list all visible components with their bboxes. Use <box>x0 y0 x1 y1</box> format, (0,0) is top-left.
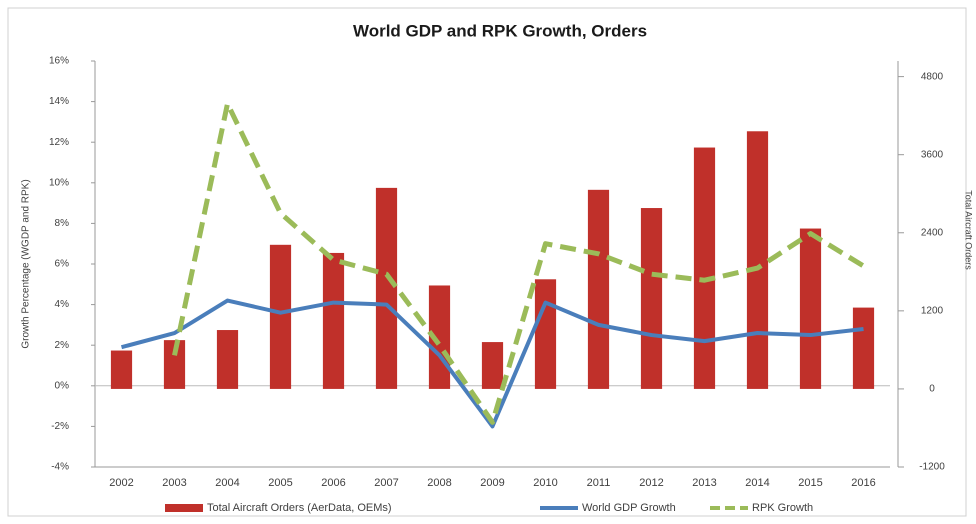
bar <box>481 342 504 389</box>
legend-label: Total Aircraft Orders (AerData, OEMs) <box>207 502 392 514</box>
y2-tick-label: 3600 <box>921 149 944 160</box>
y-tick-label: 14% <box>49 96 69 107</box>
bar <box>110 350 133 389</box>
y-tick-label: 0% <box>55 380 70 391</box>
y2-tick-label: 4800 <box>921 71 944 82</box>
x-tick-label: 2003 <box>162 477 186 489</box>
x-tick-label: 2015 <box>798 477 822 489</box>
y-tick-label: -4% <box>51 462 69 473</box>
x-tick-label: 2002 <box>109 477 133 489</box>
y-tick-label: 16% <box>49 56 69 67</box>
y-tick-label: 8% <box>55 218 70 229</box>
y-tick-label: -2% <box>51 421 69 432</box>
y-tick-label: 10% <box>49 177 69 188</box>
line <box>172 101 865 425</box>
bar <box>163 340 186 389</box>
legend-label: World GDP Growth <box>582 502 676 514</box>
x-tick-label: 2010 <box>533 477 557 489</box>
x-tick-label: 2008 <box>427 477 451 489</box>
y-axis-label: Growth Percentage (WGDP and RPK) <box>21 179 32 348</box>
bar <box>693 147 716 389</box>
y2-tick-label: 2400 <box>921 227 944 238</box>
x-tick-label: 2005 <box>268 477 292 489</box>
bar <box>852 307 875 389</box>
bar <box>375 187 398 389</box>
bar <box>216 330 239 389</box>
legend-label: RPK Growth <box>752 502 813 514</box>
x-tick-label: 2011 <box>587 477 611 489</box>
bar <box>799 228 822 389</box>
bar <box>322 252 345 389</box>
y2-axis-label: Total Aircraft Orders <box>964 190 974 270</box>
x-tick-label: 2013 <box>692 477 716 489</box>
x-tick-label: 2009 <box>480 477 504 489</box>
legend-swatch <box>165 504 203 512</box>
y-tick-label: 6% <box>55 259 70 270</box>
y2-tick-label: 0 <box>929 384 935 395</box>
y2-tick-label: 1200 <box>921 305 944 316</box>
bar <box>587 189 610 389</box>
bar <box>534 279 557 389</box>
x-tick-label: 2012 <box>639 477 663 489</box>
line <box>120 298 864 429</box>
x-tick-label: 2006 <box>321 477 345 489</box>
bar <box>640 208 663 389</box>
y-tick-label: 12% <box>49 137 69 148</box>
bar <box>269 244 292 389</box>
y2-tick-label: -1200 <box>919 462 945 473</box>
x-tick-label: 2014 <box>745 477 769 489</box>
x-tick-label: 2004 <box>215 477 239 489</box>
bar <box>746 131 769 389</box>
chart-frame <box>7 7 967 517</box>
chart-title: World GDP and RPK Growth, Orders <box>353 21 647 40</box>
y-tick-label: 4% <box>55 299 70 310</box>
x-tick-label: 2016 <box>851 477 875 489</box>
y-tick-label: 2% <box>55 340 70 351</box>
x-tick-label: 2007 <box>374 477 398 489</box>
